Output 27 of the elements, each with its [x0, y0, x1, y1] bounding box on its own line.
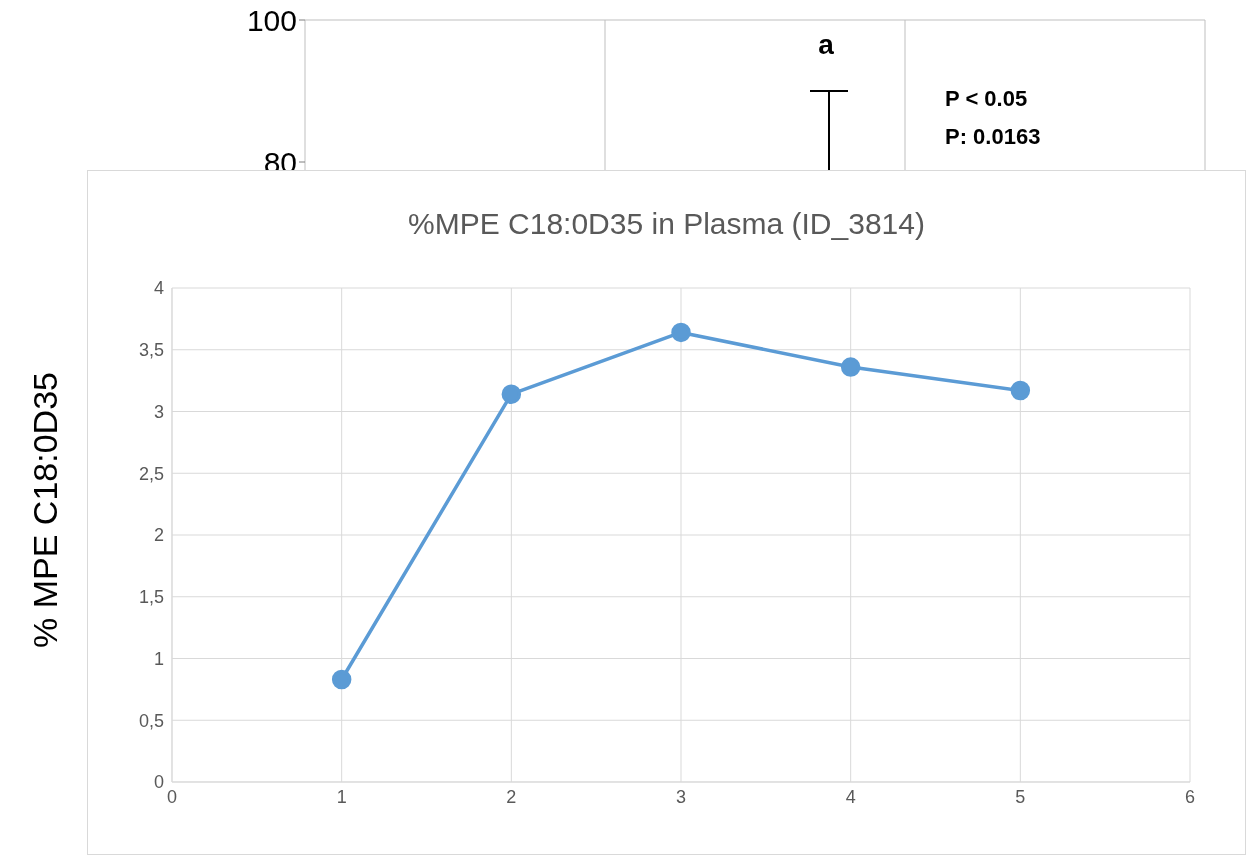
y-tick-label: 1,5	[138, 587, 164, 608]
y-tick-label: 2	[153, 525, 164, 546]
x-tick-label: 6	[1184, 786, 1196, 807]
y-tick-label: 100	[246, 3, 297, 37]
x-tick-label: 0	[166, 786, 178, 807]
x-tick-label: 1	[336, 786, 347, 807]
annotation: a	[818, 29, 834, 61]
y-tick-label: 4	[153, 278, 164, 299]
y-tick-label: 3,5	[138, 340, 164, 361]
x-tick-label: 5	[1015, 786, 1026, 807]
x-tick-label: 2	[506, 786, 517, 807]
x-tick-label: 3	[675, 786, 687, 807]
point	[1010, 380, 1031, 401]
y-axis-title: % MPE C18:0D35	[25, 372, 65, 648]
y-tick-label: 3	[153, 401, 164, 422]
annotation: P < 0.05	[945, 86, 1028, 112]
x-tick-label: 4	[845, 786, 856, 807]
y-tick-label: 1	[153, 648, 164, 669]
y-tick-label: 2,5	[138, 463, 164, 484]
annotation: P: 0.0163	[945, 124, 1041, 150]
point	[840, 357, 861, 377]
chart-title: %MPE C18:0D35 in Plasma (ID_3814)	[407, 207, 926, 241]
y-tick-label: 0	[153, 772, 164, 793]
point	[501, 384, 522, 404]
point	[331, 669, 352, 690]
y-tick-label: 0,5	[138, 710, 164, 731]
point	[671, 322, 691, 343]
